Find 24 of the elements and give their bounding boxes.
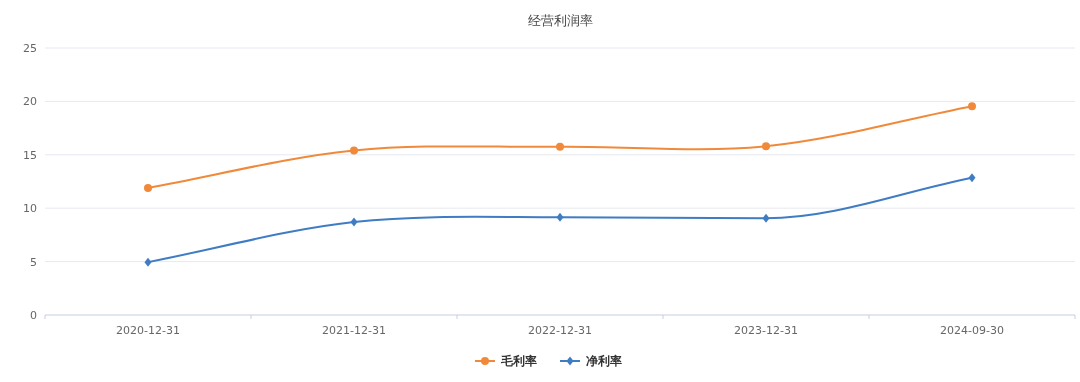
point — [762, 213, 770, 223]
point — [968, 173, 976, 183]
x-tick-label: 2021-12-31 — [322, 324, 386, 337]
point — [144, 257, 152, 267]
legend-label: 毛利率 — [500, 354, 537, 368]
point — [556, 212, 564, 222]
point — [762, 142, 770, 151]
point — [350, 146, 358, 155]
point — [350, 217, 358, 227]
y-tick-label: 5 — [30, 255, 37, 269]
chart-title: 经营利润率 — [527, 13, 593, 28]
point — [144, 183, 152, 192]
y-tick-label: 0 — [30, 309, 37, 322]
y-tick-label: 20 — [23, 95, 37, 109]
point — [556, 142, 564, 151]
point — [968, 102, 976, 111]
x-tick-label: 2020-12-31 — [116, 324, 180, 337]
x-tick-label: 2024-09-30 — [940, 324, 1004, 337]
y-tick-label: 25 — [23, 42, 37, 55]
legend-label: 净利率 — [586, 354, 622, 368]
x-tick-label: 2022-12-31 — [528, 324, 592, 337]
x-tick-label: 2023-12-31 — [734, 324, 798, 337]
y-tick-label: 15 — [23, 148, 37, 162]
y-tick-label: 10 — [23, 202, 37, 216]
